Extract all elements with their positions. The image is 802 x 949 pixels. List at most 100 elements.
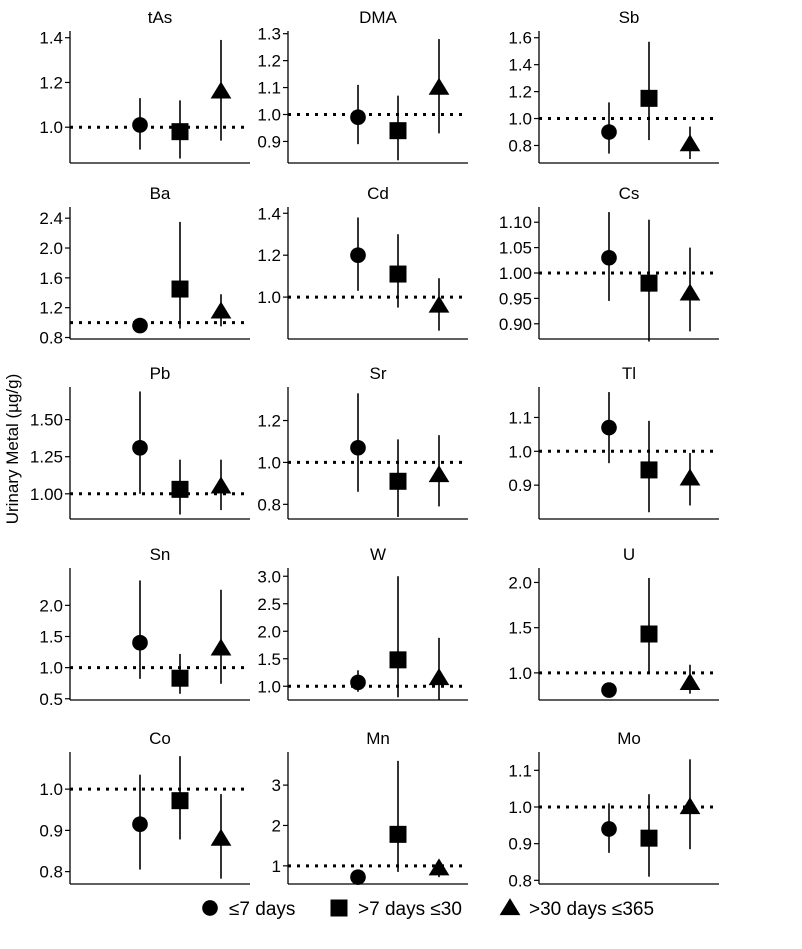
triangle-marker bbox=[679, 797, 701, 815]
y-tick-label: 1.1 bbox=[257, 79, 281, 98]
panel-title: Cd bbox=[367, 184, 389, 203]
legend-item: ≤7 days bbox=[202, 899, 295, 920]
y-tick-label: 0.90 bbox=[499, 315, 532, 334]
y-tick-label: 1.0 bbox=[508, 664, 532, 683]
y-tick-label: 1.2 bbox=[39, 73, 63, 92]
y-tick-label: 1.50 bbox=[30, 411, 63, 430]
y-tick-label: 1.0 bbox=[39, 118, 63, 137]
y-tick-label: 2.0 bbox=[39, 239, 63, 258]
y-tick-label: 1.0 bbox=[257, 106, 281, 125]
y-tick-label: 1.5 bbox=[39, 627, 63, 646]
panel-tas: tAs 1.0 1.2 1.4 bbox=[39, 8, 250, 164]
circle-marker bbox=[350, 247, 366, 264]
square-marker bbox=[640, 461, 658, 479]
triangle-marker bbox=[428, 77, 450, 95]
triangle-marker bbox=[210, 828, 232, 846]
triangle-marker bbox=[428, 295, 450, 313]
y-tick-label: 0.8 bbox=[39, 863, 63, 882]
panel-title: Pb bbox=[150, 364, 171, 383]
triangle-marker bbox=[210, 638, 232, 656]
square-marker bbox=[389, 265, 407, 283]
circle-marker bbox=[601, 124, 617, 140]
panel-title: Tl bbox=[622, 364, 636, 383]
circle-marker bbox=[132, 439, 148, 456]
triangle-marker bbox=[679, 468, 701, 486]
legend-triangle-marker bbox=[499, 898, 521, 916]
y-tick-label: 0.5 bbox=[39, 690, 63, 709]
y-tick-label: 0.9 bbox=[39, 821, 63, 840]
y-tick-label: 1.1 bbox=[508, 761, 532, 780]
panel-title: Mo bbox=[617, 729, 641, 748]
square-marker bbox=[389, 825, 407, 843]
y-tick-label: 3.0 bbox=[257, 567, 281, 586]
triangle-marker bbox=[428, 858, 450, 876]
circle-marker bbox=[601, 821, 617, 837]
triangle-marker bbox=[679, 283, 701, 301]
circle-marker bbox=[601, 249, 617, 266]
panel-pb: Pb 1.00 1.25 1.50 bbox=[30, 364, 250, 520]
panel-title: Mn bbox=[366, 729, 390, 748]
legend-label: >7 days ≤30 bbox=[358, 899, 462, 920]
y-tick-label: 0.9 bbox=[508, 476, 532, 495]
triangle-marker bbox=[210, 81, 232, 99]
panel-title: W bbox=[370, 545, 386, 564]
y-tick-label: 1.4 bbox=[39, 29, 63, 48]
panel-title: Ba bbox=[150, 184, 171, 203]
square-marker bbox=[171, 792, 189, 810]
y-tick-label: 1.0 bbox=[508, 442, 532, 461]
y-tick-label: 1.3 bbox=[257, 25, 281, 44]
y-tick-label: 0.95 bbox=[499, 289, 532, 308]
panel-title: Sn bbox=[150, 545, 171, 564]
panel-mo: Mo 0.8 0.9 1.0 1.1 bbox=[508, 729, 719, 890]
y-tick-label: 1.0 bbox=[508, 798, 532, 817]
panel-title: Sr bbox=[370, 364, 387, 383]
legend-circle-marker bbox=[202, 900, 218, 916]
y-tick-label: 2.4 bbox=[39, 209, 63, 228]
square-marker bbox=[171, 669, 189, 687]
panel-tl: Tl 0.9 1.0 1.1 bbox=[508, 364, 719, 520]
square-marker bbox=[640, 89, 658, 107]
y-tick-label: 1.2 bbox=[508, 83, 532, 102]
y-tick-label: 3 bbox=[272, 776, 281, 795]
legend-item: >7 days ≤30 bbox=[330, 899, 462, 920]
y-tick-label: 2 bbox=[272, 816, 281, 835]
y-tick-label: 1.2 bbox=[39, 299, 63, 318]
y-tick-label: 1.2 bbox=[257, 412, 281, 431]
y-tick-label: 0.9 bbox=[508, 835, 532, 854]
y-tick-label: 1.0 bbox=[257, 677, 281, 696]
y-tick-label: 0.8 bbox=[257, 495, 281, 514]
y-tick-label: 0.8 bbox=[508, 871, 532, 890]
panel-sb: Sb 0.8 1.0 1.2 1.4 1.6 bbox=[508, 8, 719, 164]
panel-title: Cs bbox=[619, 184, 640, 203]
square-marker bbox=[640, 625, 658, 643]
y-tick-label: 2.5 bbox=[257, 595, 281, 614]
legend-label: >30 days ≤365 bbox=[529, 899, 654, 920]
panel-mn: Mn 1 2 3 bbox=[272, 729, 468, 885]
y-tick-label: 1.25 bbox=[30, 448, 63, 467]
y-tick-label: 1.00 bbox=[499, 264, 532, 283]
circle-marker bbox=[601, 419, 617, 436]
circle-marker bbox=[132, 634, 148, 651]
y-tick-label: 2.0 bbox=[257, 622, 281, 641]
panel-sn: Sn 0.5 1.0 1.5 2.0 bbox=[39, 545, 250, 709]
panel-title: Co bbox=[149, 729, 171, 748]
y-tick-label: 1.4 bbox=[508, 56, 532, 75]
legend: ≤7 days >7 days ≤30 >30 days ≤365 bbox=[202, 898, 654, 920]
y-tick-label: 0.9 bbox=[257, 132, 281, 151]
square-marker bbox=[389, 472, 407, 490]
triangle-marker bbox=[679, 134, 701, 152]
square-marker bbox=[171, 280, 189, 298]
y-tick-label: 1 bbox=[272, 857, 281, 876]
y-tick-label: 1.0 bbox=[39, 659, 63, 678]
square-marker bbox=[640, 274, 658, 292]
y-tick-label: 1.5 bbox=[257, 650, 281, 669]
y-tick-label: 1.0 bbox=[508, 110, 532, 129]
panel-ba: Ba 0.8 1.2 1.6 2.0 2.4 bbox=[39, 184, 250, 348]
circle-marker bbox=[132, 117, 148, 133]
panel-title: Sb bbox=[619, 8, 640, 27]
legend-label: ≤7 days bbox=[229, 899, 295, 920]
square-marker bbox=[171, 123, 189, 141]
y-tick-label: 1.0 bbox=[257, 288, 281, 307]
square-marker bbox=[389, 122, 407, 140]
panel-cs: Cs 0.90 0.95 1.00 1.05 1.10 bbox=[499, 184, 719, 342]
